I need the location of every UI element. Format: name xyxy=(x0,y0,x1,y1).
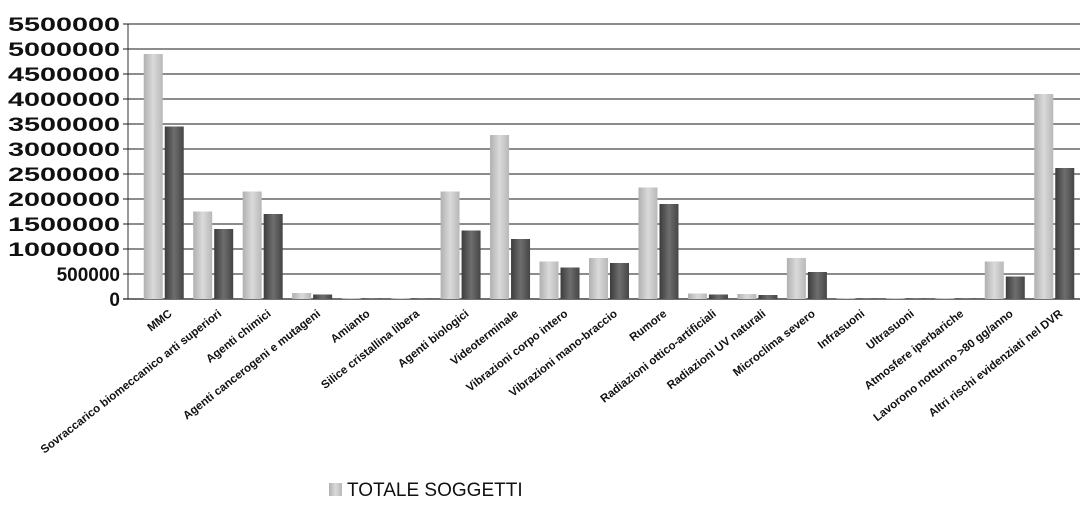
bar-series-2 xyxy=(708,294,728,299)
bar-totale-soggetti xyxy=(490,135,510,299)
bar-series-2 xyxy=(956,298,976,299)
y-tick-label: 5000000 xyxy=(8,40,120,61)
x-category-label: Sovraccarico biomeccanico arti superiori xyxy=(39,308,224,456)
bar-totale-soggetti xyxy=(143,54,163,299)
bar-series-2 xyxy=(511,239,531,299)
y-tick-label: 4000000 xyxy=(8,90,120,111)
bar-series-2 xyxy=(560,267,580,299)
bar-totale-soggetti xyxy=(638,187,658,299)
y-tick-label: 0 xyxy=(109,290,120,311)
bar-totale-soggetti xyxy=(292,293,312,299)
x-category-label: Microclima severo xyxy=(731,308,817,379)
bar-totale-soggetti xyxy=(341,298,361,299)
x-category-label: Infrasuoni xyxy=(816,308,867,352)
y-tick-label: 3000000 xyxy=(8,140,120,161)
bar-totale-soggetti xyxy=(1034,94,1054,299)
bar-series-2 xyxy=(461,230,481,299)
y-tick-label: 2000000 xyxy=(8,190,120,211)
y-axis-tick-labels: 0 500000 1000000 1500000 2000000 2500000 30000… xyxy=(8,15,120,311)
bar-series-2 xyxy=(313,294,333,299)
x-category-label: MMC xyxy=(146,308,175,334)
y-tick-label: 4500000 xyxy=(8,65,120,86)
y-tick-label: 1000000 xyxy=(8,240,120,261)
x-category-label: Rumore xyxy=(628,308,670,344)
bar-totale-soggetti xyxy=(440,191,460,299)
bar-totale-soggetti xyxy=(242,191,262,299)
bar-series-2 xyxy=(412,298,432,299)
bar-totale-soggetti xyxy=(984,261,1004,299)
bar-totale-soggetti xyxy=(391,298,411,299)
bar-totale-soggetti xyxy=(589,258,608,299)
bars xyxy=(143,54,1075,299)
bar-series-2 xyxy=(164,126,184,299)
bar-series-2 xyxy=(362,298,382,299)
bar-series-2 xyxy=(1005,276,1025,299)
x-category-label: Silice cristallina libera xyxy=(319,308,422,392)
bar-totale-soggetti xyxy=(737,294,757,299)
bar-series-2 xyxy=(263,214,283,299)
y-tick-label: 3500000 xyxy=(8,115,120,136)
y-tick-label: 2500000 xyxy=(8,165,120,186)
bar-series-2 xyxy=(857,298,877,299)
bar-totale-soggetti xyxy=(193,211,213,299)
bar-series-2 xyxy=(758,295,778,299)
bar-series-2 xyxy=(214,229,234,299)
bar-series-2 xyxy=(807,272,827,299)
bar-totale-soggetti xyxy=(935,298,955,299)
bar-totale-soggetti xyxy=(687,293,707,299)
legend-swatch xyxy=(329,483,342,496)
bar-series-2 xyxy=(1055,168,1075,299)
bar-totale-soggetti xyxy=(786,258,806,299)
bar-totale-soggetti xyxy=(539,261,559,299)
x-category-label: Atmosfere iperbariche xyxy=(863,308,967,393)
legend: TOTALE SOGGETTI xyxy=(329,480,523,501)
bar-totale-soggetti xyxy=(836,298,856,299)
bar-series-2 xyxy=(906,298,926,299)
legend-label: TOTALE SOGGETTI xyxy=(347,480,523,501)
x-category-label: Radiazioni UV naturali xyxy=(665,308,768,392)
bar-totale-soggetti xyxy=(885,298,905,299)
y-tick-label: 1500000 xyxy=(8,215,120,236)
y-tick-label: 500000 xyxy=(57,265,120,286)
x-category-label: Amianto xyxy=(329,308,373,346)
y-tick-label: 5500000 xyxy=(8,15,120,36)
bar-series-2 xyxy=(659,204,679,299)
bar-series-2 xyxy=(610,263,629,299)
